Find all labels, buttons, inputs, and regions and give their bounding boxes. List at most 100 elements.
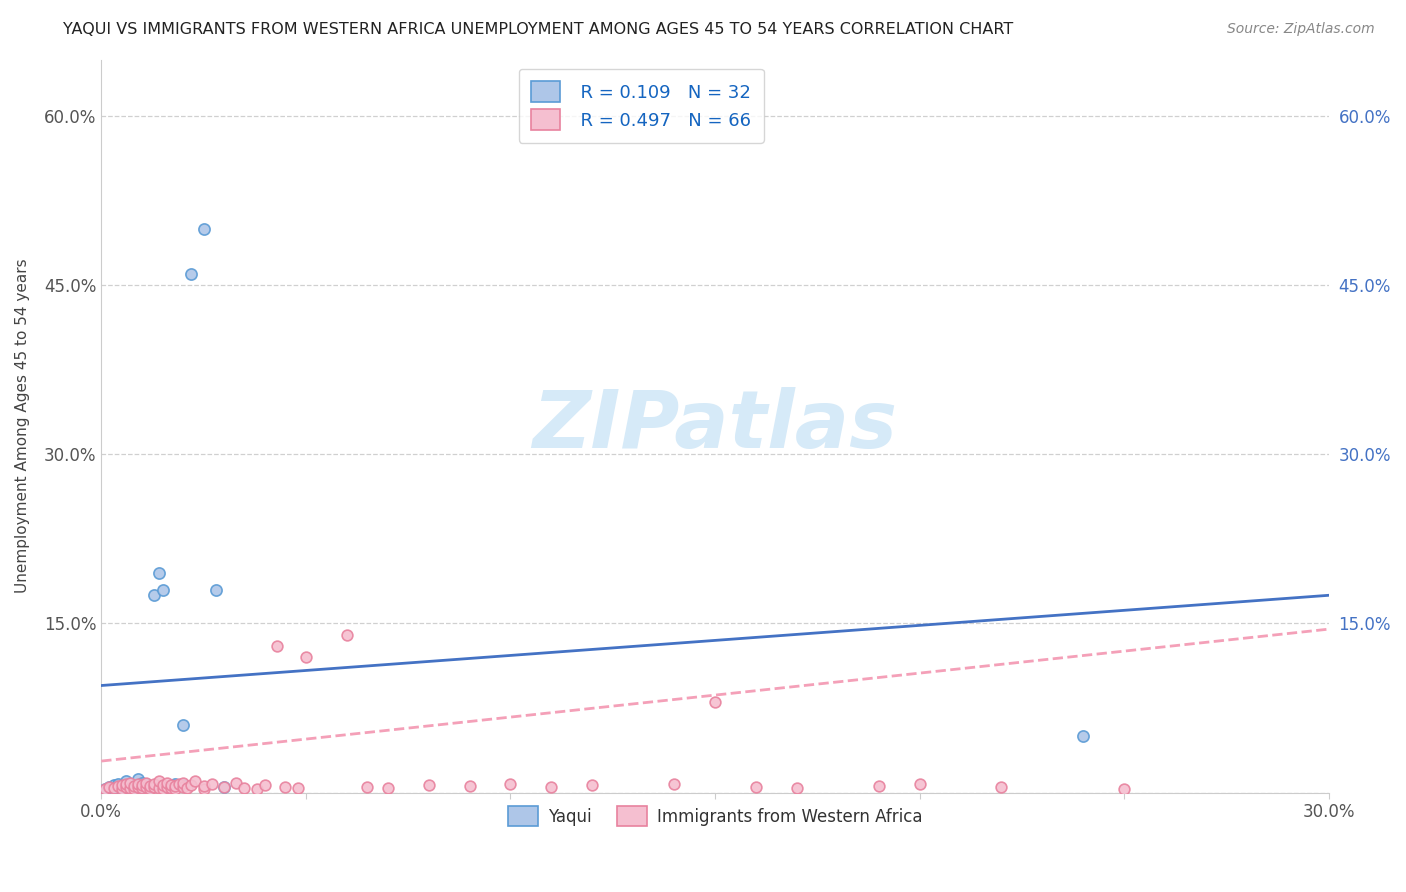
Point [581,778,603,792]
Point [118,777,141,791]
Point [143,780,166,794]
Text: Source: ZipAtlas.com: Source: ZipAtlas.com [1227,22,1375,37]
Point [152,782,174,797]
Point [499,777,522,791]
Point [135,780,157,794]
Point [990,780,1012,794]
Point [908,777,931,791]
Point [148,781,170,796]
Point [118,782,141,797]
Point [336,628,359,642]
Point [107,779,129,793]
Point [163,777,186,791]
Point [131,775,153,789]
Point [107,777,129,791]
Point [233,781,256,796]
Point [131,778,153,792]
Point [204,582,226,597]
Point [266,639,288,653]
Point [139,780,162,794]
Point [127,777,149,791]
Point [103,783,125,797]
Point [172,775,194,789]
Y-axis label: Unemployment Among Ages 45 to 54 years: Unemployment Among Ages 45 to 54 years [15,259,30,593]
Point [143,777,166,791]
Point [135,777,157,791]
Point [176,781,198,796]
Point [274,780,297,794]
Point [745,780,768,794]
Point [127,780,149,794]
Point [114,780,136,794]
Point [704,695,727,709]
Point [139,779,162,793]
Point [212,780,235,794]
Text: ZIPatlas: ZIPatlas [533,387,897,465]
Point [159,778,181,792]
Point [1071,729,1094,743]
Point [111,782,134,797]
Point [180,778,202,792]
Point [163,779,186,793]
Point [212,780,235,794]
Point [172,780,194,794]
Point [184,774,207,789]
Point [418,778,440,792]
Point [662,777,685,791]
Point [159,781,181,796]
Point [98,780,121,794]
Point [172,778,194,792]
Point [458,779,481,793]
Point [103,778,125,792]
Text: YAQUI VS IMMIGRANTS FROM WESTERN AFRICA UNEMPLOYMENT AMONG AGES 45 TO 54 YEARS C: YAQUI VS IMMIGRANTS FROM WESTERN AFRICA … [63,22,1014,37]
Point [114,774,136,789]
Point [786,781,808,796]
Point [356,780,378,794]
Point [103,781,125,796]
Legend: Yaqui, Immigrants from Western Africa: Yaqui, Immigrants from Western Africa [498,797,932,836]
Point [377,781,399,796]
Point [167,777,190,791]
Point [193,221,215,235]
Point [193,782,215,797]
Point [180,267,202,281]
Point [148,774,170,789]
Point [1114,782,1136,797]
Point [156,775,179,789]
Point [131,780,153,794]
Point [127,778,149,792]
Point [172,718,194,732]
Point [148,566,170,580]
Point [201,777,224,791]
Point [253,778,276,792]
Point [114,777,136,791]
Point [295,650,318,665]
Point [122,781,145,796]
Point [111,779,134,793]
Point [156,780,179,794]
Point [118,781,141,796]
Point [98,780,121,794]
Point [122,779,145,793]
Point [131,781,153,796]
Point [156,780,179,794]
Point [287,781,309,796]
Point [114,780,136,794]
Point [111,782,134,797]
Point [94,782,117,797]
Point [143,588,166,602]
Point [225,775,247,789]
Point [122,782,145,797]
Point [122,779,145,793]
Point [118,775,141,789]
Point [868,779,890,793]
Point [135,775,157,789]
Point [540,780,562,794]
Point [193,779,215,793]
Point [152,582,174,597]
Point [139,782,162,797]
Point [94,782,117,797]
Point [246,782,269,797]
Point [163,782,186,797]
Point [127,772,149,786]
